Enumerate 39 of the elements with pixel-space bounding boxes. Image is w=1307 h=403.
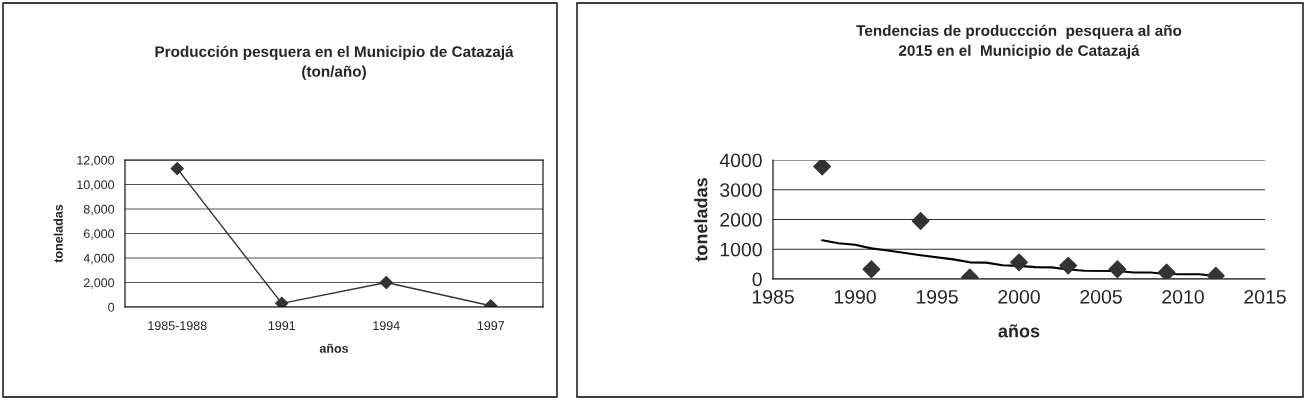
x-tick-label: 1997 <box>477 321 505 331</box>
point <box>1059 256 1078 275</box>
chart-title: Tendencias de produccción pesquera al año 2015 en el Municipio de Catazajá <box>856 24 1182 59</box>
point <box>275 296 289 307</box>
y-tick-label: 0 <box>752 272 762 287</box>
y-tick-label: 8,000 <box>83 204 115 216</box>
y-tick-label: 6,000 <box>83 229 115 240</box>
chart-title: Producción pesquera en el Municipio de Catazajá (ton/año) <box>155 45 514 80</box>
y-tick-label: 10,000 <box>77 180 115 191</box>
y-tick-label: 12,000 <box>77 155 115 167</box>
point <box>1108 260 1127 279</box>
y-axis-title: toneladas <box>694 178 708 262</box>
point <box>170 161 184 176</box>
x-tick-label: 2005 <box>1080 289 1122 304</box>
point <box>911 212 930 230</box>
x-tick-label: 1985-1988 <box>148 321 207 331</box>
x-tick-label: 1995 <box>916 289 958 304</box>
x-tick-label: 2000 <box>998 289 1040 304</box>
y-tick-label: 1000 <box>720 242 762 257</box>
point <box>1010 253 1028 272</box>
x-tick-label: 1985 <box>752 289 794 304</box>
x-tick-label: 2010 <box>1162 289 1204 304</box>
y-tick-label: 4,000 <box>83 253 115 265</box>
x-tick-label: 1990 <box>834 289 876 304</box>
y-tick-label: 3000 <box>720 183 762 197</box>
x-tick-label: 1994 <box>373 321 400 331</box>
point <box>1157 263 1176 279</box>
point <box>813 160 832 176</box>
y-tick-label: 2000 <box>720 212 762 227</box>
y-tick-label: 2,000 <box>83 278 115 289</box>
x-axis-title: años <box>319 343 349 353</box>
x-axis-title: años <box>998 324 1040 338</box>
x-tick-label: 2015 <box>1244 289 1286 304</box>
x-tick-label: 1991 <box>268 321 296 331</box>
point <box>379 275 393 290</box>
y-tick-label: 4000 <box>719 153 762 168</box>
y-tick-label: 0 <box>108 302 115 312</box>
point <box>862 260 881 279</box>
y-axis-title: toneladas <box>53 204 63 263</box>
